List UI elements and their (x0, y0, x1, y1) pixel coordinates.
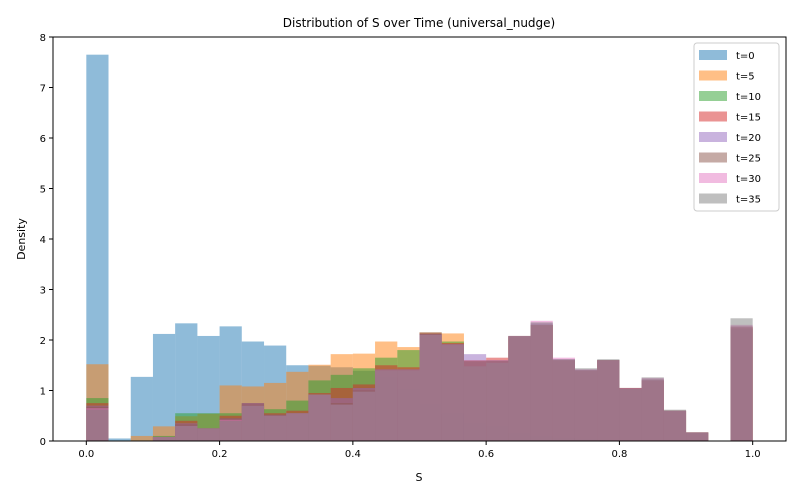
legend-swatch (699, 132, 727, 142)
legend-swatch (699, 70, 727, 81)
bar-t-35-bin-12 (352, 391, 376, 441)
bar-t-0-bin-2 (130, 376, 153, 441)
series-t-35 (86, 318, 753, 441)
y-tick-label: 2 (40, 336, 46, 347)
legend-swatch (699, 91, 727, 101)
y-tick-label: 0 (40, 437, 46, 448)
legend-label: t=10 (736, 92, 761, 103)
bar-t-35-bin-22 (574, 368, 598, 441)
bar-t-35-bin-24 (619, 388, 642, 441)
bar-t-35-bin-8 (264, 415, 287, 441)
legend-swatch (699, 152, 727, 163)
legend-label: t=5 (736, 72, 755, 83)
histogram-bars (86, 54, 753, 442)
legend-swatch (699, 111, 727, 122)
bar-t-35-bin-26 (663, 409, 687, 441)
legend-label: t=0 (736, 51, 755, 62)
bar-t-0-bin-1 (108, 438, 131, 441)
bar-t-35-bin-9 (286, 413, 309, 441)
bar-t-35-bin-20 (530, 322, 553, 441)
bar-t-35-bin-23 (597, 359, 620, 441)
bar-t-5-bin-2 (130, 435, 153, 441)
bar-t-35-bin-3 (152, 436, 176, 441)
bar-t-35-bin-16 (441, 345, 464, 441)
y-axis-label: Density (15, 218, 28, 260)
legend-box (693, 42, 780, 212)
bar-t-35-bin-29 (730, 318, 753, 441)
bar-t-35-bin-5 (197, 428, 220, 441)
bar-t-35-bin-13 (375, 370, 398, 441)
bar-t-35-bin-27 (686, 432, 709, 441)
legend-label: t=15 (736, 113, 761, 124)
y-axis-ticks: 0 1 2 3 4 5 6 7 8 (40, 33, 53, 448)
bar-t-35-bin-19 (508, 335, 531, 441)
x-tick-label: 0.2 (212, 449, 228, 460)
bar-t-35-bin-10 (308, 394, 331, 441)
y-tick-label: 6 (40, 134, 46, 145)
bar-t-35-bin-11 (330, 404, 353, 441)
bar-t-35-bin-17 (463, 366, 487, 441)
bar-t-35-bin-21 (552, 359, 575, 441)
bar-t-35-bin-0 (86, 409, 109, 441)
legend-label: t=25 (736, 154, 761, 165)
y-tick-label: 4 (40, 235, 46, 246)
legend-label: t=35 (736, 195, 761, 206)
x-tick-label: 0.0 (78, 449, 94, 460)
y-tick-label: 8 (40, 33, 46, 44)
bar-t-0-bin-4 (175, 323, 198, 441)
legend: t=0 t=5 t=10 t=15 t=20 t=25 t=30 t=35 (693, 42, 780, 212)
y-tick-label: 7 (40, 84, 46, 95)
legend-label: t=20 (736, 133, 761, 144)
bar-t-0-bin-0 (86, 54, 109, 442)
legend-label: t=30 (736, 174, 761, 185)
legend-swatch (699, 193, 727, 204)
chart-title: Distribution of S over Time (universal_n… (283, 16, 555, 30)
x-tick-label: 0.8 (611, 449, 627, 460)
legend-swatch (699, 50, 727, 60)
bar-t-35-bin-25 (641, 377, 664, 441)
bar-t-35-bin-18 (486, 362, 509, 441)
x-tick-label: 1.0 (745, 449, 761, 460)
bar-t-35-bin-4 (175, 425, 198, 441)
bar-t-35-bin-15 (419, 334, 442, 441)
y-tick-label: 5 (40, 185, 46, 196)
x-axis-ticks: 0.0 0.2 0.4 0.6 0.8 1.0 (78, 441, 761, 460)
x-tick-label: 0.4 (345, 449, 361, 460)
bar-t-0-bin-3 (152, 333, 176, 441)
bar-t-35-bin-7 (241, 405, 265, 441)
x-axis-label: S (416, 471, 423, 484)
y-tick-label: 1 (40, 387, 46, 398)
y-tick-label: 3 (40, 286, 46, 297)
bar-t-35-bin-6 (219, 420, 242, 441)
x-tick-label: 0.6 (478, 449, 494, 460)
legend-swatch (699, 173, 727, 183)
bar-t-35-bin-14 (397, 370, 420, 441)
